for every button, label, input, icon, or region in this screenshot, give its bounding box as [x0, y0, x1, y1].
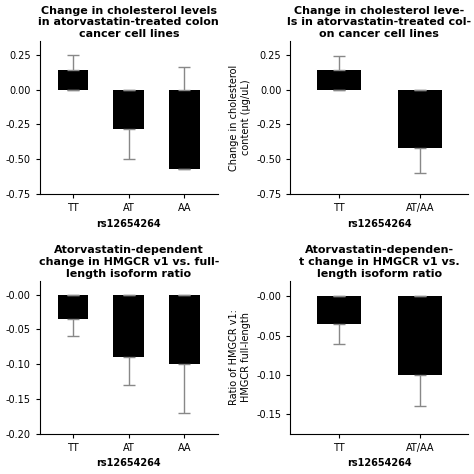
X-axis label: rs12654264: rs12654264	[97, 219, 161, 228]
Title: Change in cholesterol leve-
ls in atorvastatin-treated col-
on cancer cell lines: Change in cholesterol leve- ls in atorva…	[287, 6, 472, 39]
Bar	[317, 296, 361, 324]
Bar	[58, 70, 89, 90]
Bar	[169, 90, 200, 169]
Bar	[169, 295, 200, 364]
Bar	[58, 295, 89, 319]
X-axis label: rs12654264: rs12654264	[97, 458, 161, 468]
Bar	[317, 70, 361, 90]
X-axis label: rs12654264: rs12654264	[347, 219, 412, 228]
Bar	[113, 295, 144, 357]
Title: Change in cholesterol levels
in atorvastatin-treated colon
cancer cell lines: Change in cholesterol levels in atorvast…	[38, 6, 219, 39]
Bar	[398, 90, 442, 148]
Title: Atorvastatin-dependent
change in HMGCR v1 vs. full-
length isoform ratio: Atorvastatin-dependent change in HMGCR v…	[38, 246, 219, 279]
Bar	[398, 296, 442, 375]
X-axis label: rs12654264: rs12654264	[347, 458, 412, 468]
Title: Atorvastatin-dependen-
t change in HMGCR v1 vs.
length isoform ratio: Atorvastatin-dependen- t change in HMGCR…	[299, 246, 460, 279]
Bar	[113, 90, 144, 128]
Y-axis label: Change in cholesterol
content (μg/uL): Change in cholesterol content (μg/uL)	[229, 64, 251, 171]
Y-axis label: Ratio of HMGCR v1:
HMGCR full-length: Ratio of HMGCR v1: HMGCR full-length	[229, 310, 251, 405]
